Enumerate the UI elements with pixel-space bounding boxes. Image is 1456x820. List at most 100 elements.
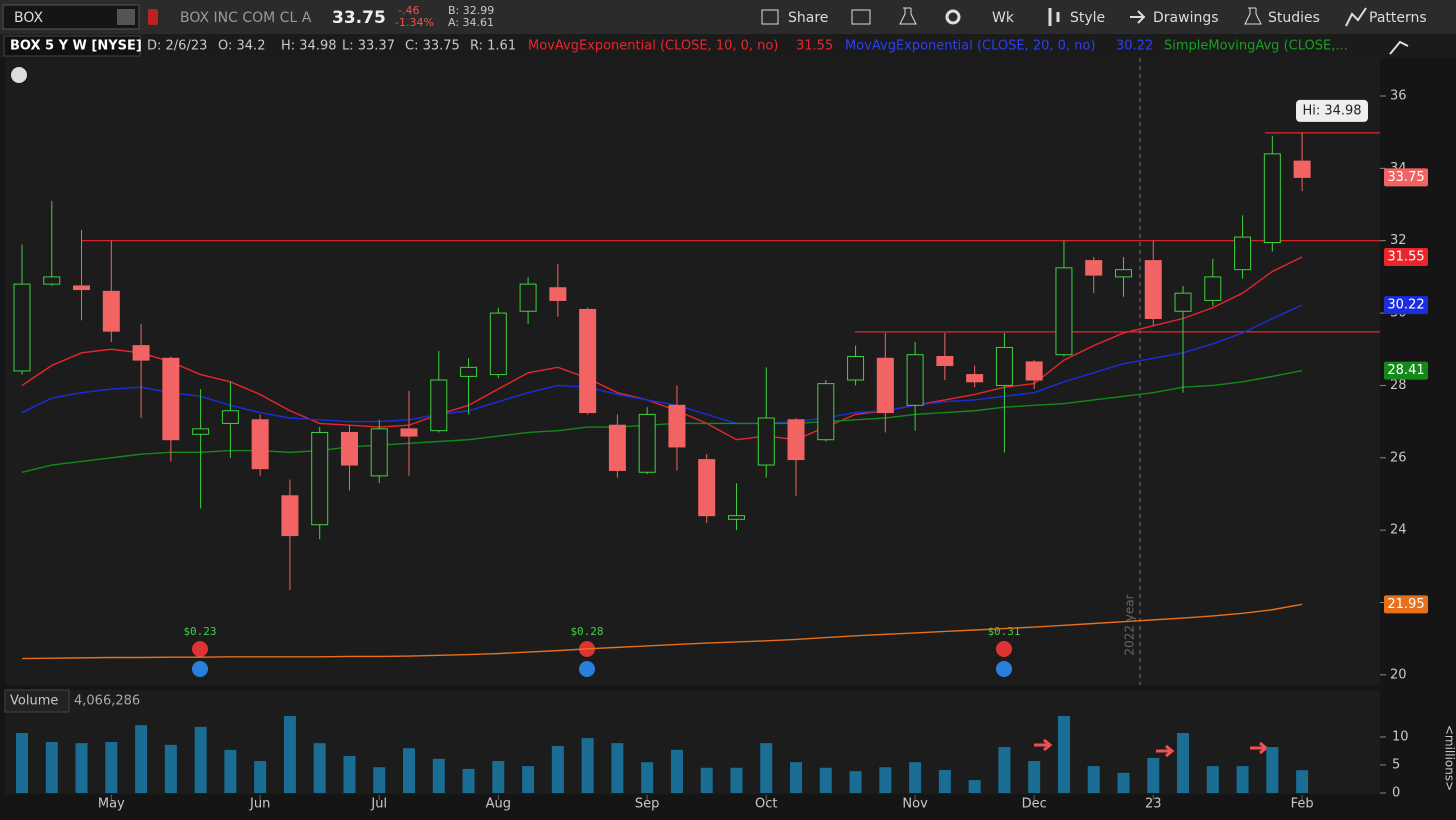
- year-label: 2022 year: [1123, 594, 1137, 655]
- candle-body: [967, 375, 983, 382]
- candle-body: [1026, 362, 1042, 380]
- volume-bar: [1266, 747, 1278, 793]
- candle-body: [1235, 237, 1251, 270]
- symbol: BOX: [14, 10, 43, 26]
- candle-body: [818, 384, 834, 440]
- study-name: MovAvgExponential (CLOSE, 10, 0, no): [528, 39, 778, 54]
- volume-bar: [433, 759, 445, 793]
- study-name: MovAvgExponential (CLOSE, 20, 0, no): [845, 39, 1095, 54]
- candle-body: [133, 346, 149, 360]
- candle-body: [222, 411, 238, 424]
- candle-body: [193, 429, 209, 434]
- info-range: R: 1.61: [470, 39, 516, 54]
- volume-bar: [343, 756, 355, 793]
- volume-bar: [760, 743, 772, 793]
- y-tick-label: 24: [1390, 523, 1407, 538]
- ask: A: 34.61: [448, 16, 494, 29]
- alert-icon[interactable]: [11, 67, 27, 83]
- company: BOX INC COM CL A: [180, 10, 312, 26]
- volume-tick-label: 0: [1392, 786, 1400, 801]
- candle-body: [848, 356, 864, 380]
- candle-body: [1086, 261, 1102, 275]
- earnings-icon[interactable]: [192, 641, 208, 657]
- earnings-icon[interactable]: [996, 641, 1012, 657]
- candle-body: [163, 358, 179, 439]
- candle-body: [252, 420, 268, 469]
- candle-body: [312, 432, 328, 524]
- volume-bar: [909, 762, 921, 793]
- info-open: O: 34.2: [218, 39, 265, 54]
- candle-body: [937, 356, 953, 365]
- volume-bar: [1058, 716, 1070, 793]
- style-button[interactable]: Style: [1070, 10, 1105, 26]
- volume-bar: [879, 767, 891, 793]
- volume-bar: [582, 738, 594, 793]
- studies-button[interactable]: Studies: [1268, 10, 1320, 26]
- drawings-button[interactable]: Drawings: [1153, 10, 1219, 26]
- info-high: H: 34.98: [281, 39, 337, 54]
- y-tick-label: 26: [1390, 450, 1407, 465]
- candle-body: [1056, 268, 1072, 355]
- axis-value-label: 33.75: [1387, 170, 1424, 185]
- candle-body: [282, 496, 298, 536]
- candle-body: [907, 355, 923, 406]
- candle-body: [1205, 277, 1221, 301]
- candle-body: [996, 347, 1012, 385]
- volume-bar: [1177, 733, 1189, 793]
- symbol-dropdown[interactable]: [117, 9, 135, 25]
- info-low: L: 33.37: [342, 39, 395, 54]
- volume-bar: [552, 746, 564, 793]
- candle-body: [728, 516, 744, 520]
- volume-bar: [522, 766, 534, 793]
- volume-bar: [850, 771, 862, 793]
- volume-bar: [195, 727, 207, 793]
- volume-tick-label: 10: [1392, 729, 1409, 744]
- volume-bar: [1237, 766, 1249, 793]
- dividend-label: $0.23: [183, 625, 216, 638]
- candle-body: [609, 425, 625, 470]
- x-tick-label: Oct: [755, 797, 777, 812]
- candle-body: [788, 420, 804, 460]
- candle-body: [1264, 154, 1280, 243]
- volume-bar: [373, 767, 385, 793]
- y-tick-label: 28: [1390, 378, 1407, 393]
- x-tick-label: Jun: [249, 797, 270, 812]
- x-tick-label: Jul: [370, 797, 387, 812]
- volume-bar: [641, 762, 653, 793]
- volume-bar: [284, 716, 296, 793]
- volume-bar: [76, 743, 88, 793]
- volume-bar: [492, 761, 504, 793]
- aggregation-button[interactable]: Wk: [992, 10, 1015, 26]
- info-close: C: 33.75: [405, 39, 460, 54]
- volume-bar: [820, 768, 832, 793]
- price-pane: [5, 58, 1380, 685]
- candle-body: [401, 429, 417, 436]
- patterns-button[interactable]: Patterns: [1369, 10, 1427, 26]
- event-icon[interactable]: [579, 661, 595, 677]
- study-value: 31.55: [796, 39, 833, 54]
- volume-bar: [701, 768, 713, 793]
- volume-bar: [314, 743, 326, 793]
- candle-body: [371, 429, 387, 476]
- volume-unit: <millions>: [1443, 725, 1456, 791]
- volume-bar: [16, 733, 28, 793]
- volume-title: Volume: [10, 694, 58, 709]
- candle-body: [1115, 270, 1131, 277]
- axis-value-label: 21.95: [1387, 597, 1424, 612]
- y-tick-label: 20: [1390, 667, 1407, 682]
- info-date: D: 2/6/23: [147, 39, 207, 54]
- candle-body: [14, 284, 30, 371]
- candle-body: [877, 358, 893, 412]
- volume-bar: [1088, 766, 1100, 793]
- candle-body: [74, 286, 90, 290]
- share-button[interactable]: Share: [788, 10, 828, 26]
- candle-body: [490, 313, 506, 375]
- event-icon[interactable]: [996, 661, 1012, 677]
- axis-value-label: 28.41: [1387, 363, 1424, 378]
- volume-bar: [1147, 758, 1159, 793]
- candle-body: [44, 277, 60, 284]
- candle-body: [461, 367, 477, 376]
- event-icon[interactable]: [192, 661, 208, 677]
